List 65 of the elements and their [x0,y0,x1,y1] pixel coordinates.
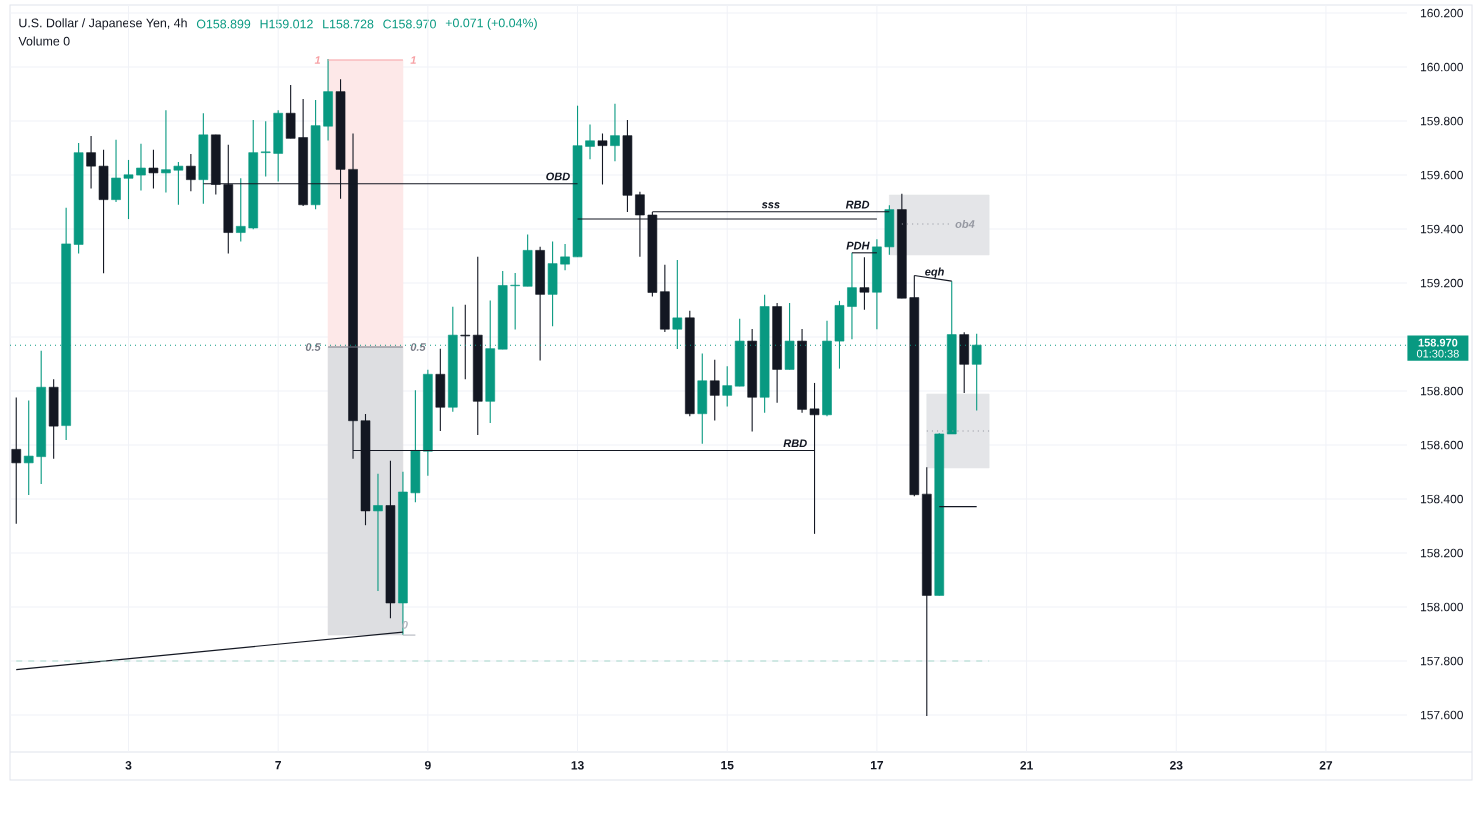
series-label: RBD [845,200,870,209]
candlestick [610,103,620,162]
x-tick-label: 17 [870,761,884,770]
series-label: ob4 [955,219,975,228]
candlestick [111,139,121,203]
y-tick-label: 158.600 [1420,440,1463,450]
y-tick-label: 157.600 [1420,710,1463,720]
y-tick-label: 158.400 [1420,494,1463,504]
x-tick-label: 7 [275,761,281,770]
series-label: RBD [783,439,807,448]
candlestick [373,473,383,592]
x-tick-label: 3 [125,761,132,770]
ref-line-label: 158.970 [1418,338,1458,347]
annotation: O158.899 [196,19,251,29]
annotation: +0.071 (+0.04%) [445,18,537,30]
candlestick [173,161,184,206]
y-tick-label: 157.800 [1420,656,1463,666]
y-tick-label: 158.800 [1420,386,1463,396]
candlestick [123,159,134,220]
x-tick-label: 23 [1169,761,1183,770]
candlestick [23,399,34,496]
y-tick-label: 159.600 [1420,170,1463,180]
series-label: eqh [925,267,944,278]
candlestick [560,243,570,271]
text: 01:30:38 [1416,349,1459,358]
candlestick [136,143,146,191]
candlestick [709,359,720,422]
text: Volume 0 [18,36,70,46]
candlestick [510,272,520,331]
candlestick [597,132,608,186]
candlestick [260,120,271,177]
candlestick [11,396,22,525]
series-label: OBD [546,172,570,181]
candlestick [722,365,733,407]
series-label: 1 [410,56,416,64]
text: 0.5 [410,343,426,351]
x-tick-label: 27 [1319,761,1333,770]
series-label: 0.5 [305,343,321,351]
annotation: L158.728 [323,19,374,29]
series-label: sss [761,202,780,209]
x-tick-label: 15 [721,761,734,770]
y-tick-label: 159.400 [1420,224,1463,234]
annotation: H159.012 [260,19,313,29]
y-tick-label: 158.200 [1420,548,1463,558]
series-label: PDH [846,241,870,250]
x-tick-label: 13 [571,761,584,770]
candlestick [86,135,96,190]
y-tick-label: 160.000 [1420,62,1463,72]
y-tick-label: 159.800 [1420,116,1463,126]
x-tick-label: 9 [424,761,431,770]
y-tick-label: 159.200 [1420,278,1463,288]
y-tick-label: 158.000 [1420,602,1463,612]
y-tick-label: 160.200 [1420,8,1463,18]
annotation: C158.970 [383,19,436,29]
candlestick [859,256,870,311]
candlestick [585,124,595,160]
x-tick-label: 21 [1020,761,1033,770]
candlestick [235,177,246,243]
candlestick [161,109,171,194]
text: 1 [314,56,321,64]
candlestick [186,153,196,192]
candlestick [460,304,471,380]
candlestick [148,149,159,190]
candlestick [847,252,857,340]
text: U.S. Dollar / Japanese Yen, 4h [19,18,187,30]
